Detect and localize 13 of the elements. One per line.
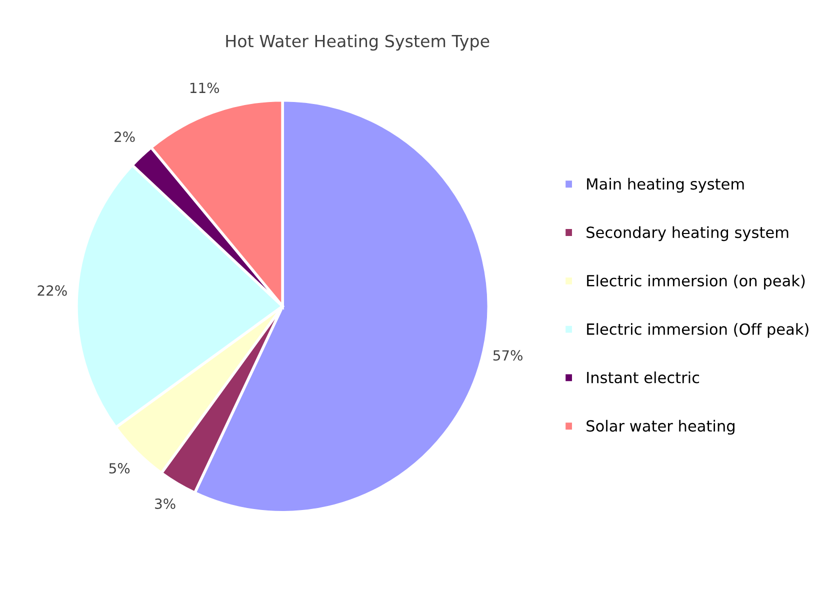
data-label: 3% xyxy=(155,498,176,509)
data-label: 22% xyxy=(38,285,67,296)
legend-label: Main heating system xyxy=(587,178,744,193)
data-label: 57% xyxy=(493,350,522,361)
data-label: 5% xyxy=(109,463,130,474)
data-label: 11% xyxy=(190,82,220,94)
legend-label: Secondary heating system xyxy=(586,226,788,242)
legend-label: Electric immersion (on peak) xyxy=(587,274,805,290)
legend-label: Solar water heating xyxy=(586,420,734,435)
legend-label: Instant electric xyxy=(587,371,700,384)
data-label: 2% xyxy=(114,132,135,142)
legend-label: Electric immersion (Off peak) xyxy=(587,323,808,338)
chart-title: Hot Water Heating System Type xyxy=(226,34,490,51)
